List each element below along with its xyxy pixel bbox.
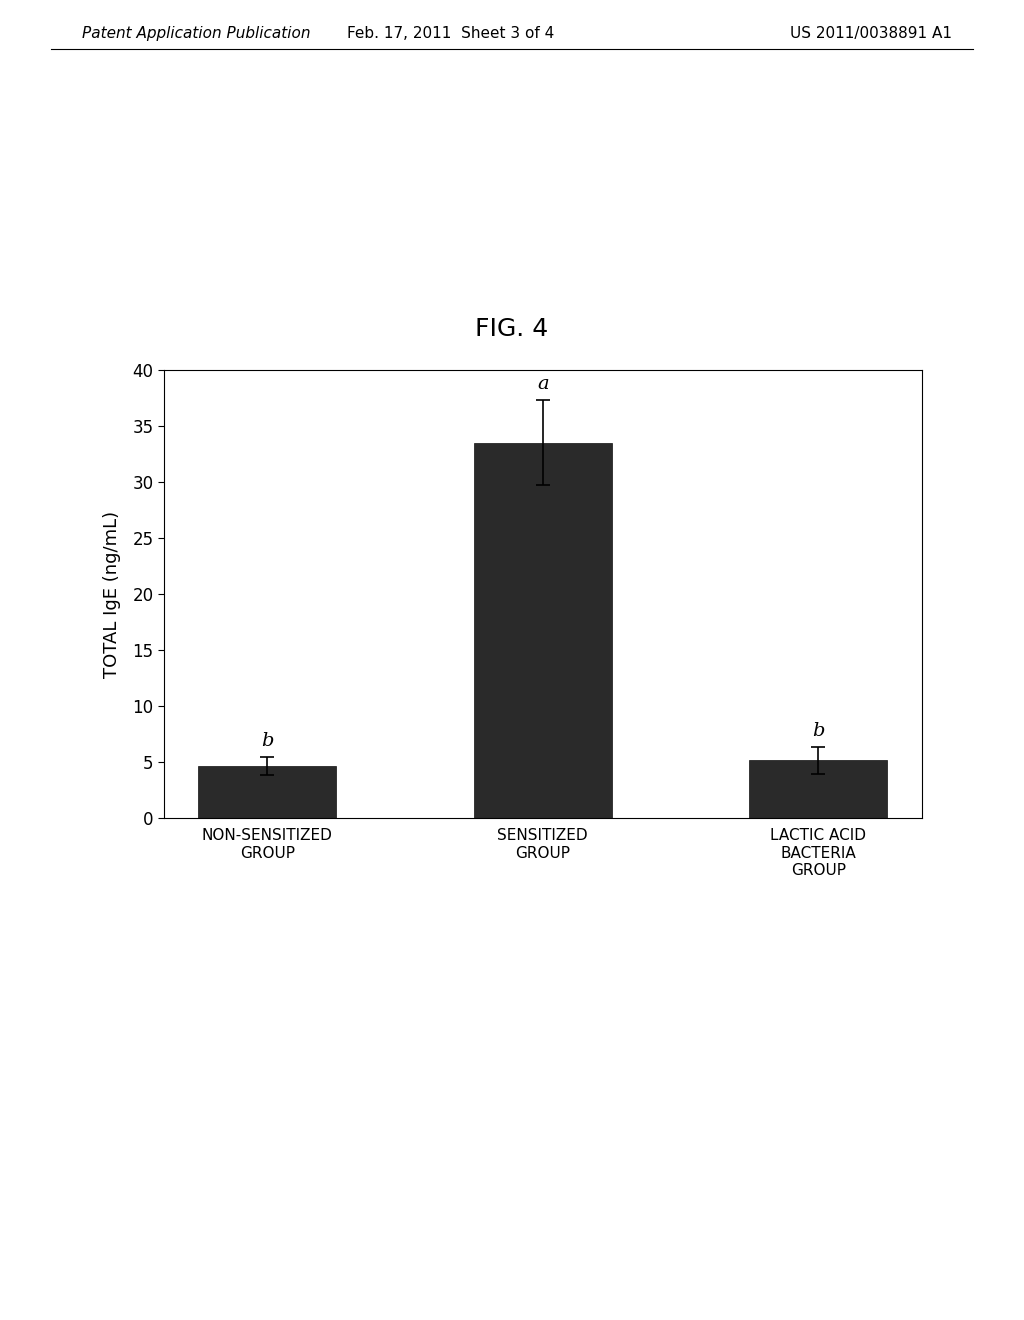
Bar	[199, 766, 336, 818]
Text: b: b	[261, 733, 273, 750]
Text: US 2011/0038891 A1: US 2011/0038891 A1	[791, 26, 952, 41]
Text: FIG. 4: FIG. 4	[475, 317, 549, 341]
Text: b: b	[812, 722, 824, 739]
Text: Patent Application Publication: Patent Application Publication	[82, 26, 310, 41]
Bar	[474, 442, 611, 818]
Bar	[750, 760, 887, 818]
Y-axis label: TOTAL IgE (ng/mL): TOTAL IgE (ng/mL)	[103, 511, 121, 677]
Text: a: a	[537, 375, 549, 393]
Text: Feb. 17, 2011  Sheet 3 of 4: Feb. 17, 2011 Sheet 3 of 4	[347, 26, 554, 41]
